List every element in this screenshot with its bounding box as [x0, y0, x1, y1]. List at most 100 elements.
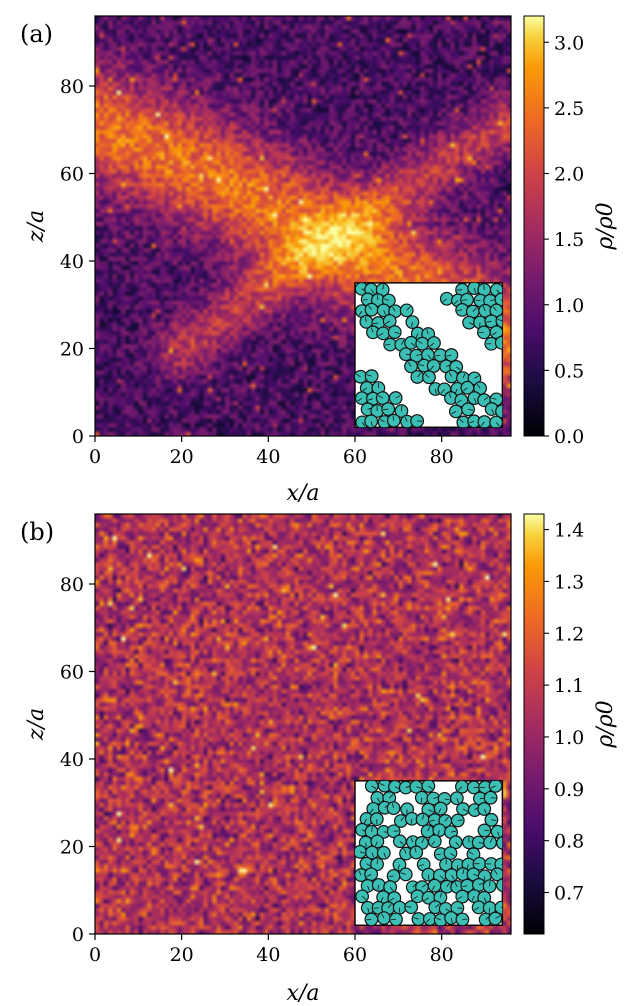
inset-particle-orientation: [399, 840, 404, 845]
inset-particle-orientation: [358, 310, 363, 316]
inset-particle-orientation: [392, 306, 396, 312]
inset-particle-orientation: [490, 785, 496, 789]
inset-particle-orientation: [468, 851, 474, 855]
inset-particle-orientation: [428, 809, 434, 813]
inset-particle-orientation: [407, 361, 412, 367]
inset-particle-orientation: [383, 298, 389, 301]
inset-particle-orientation: [501, 863, 503, 866]
x-tick-label: 60: [343, 944, 367, 966]
inset-particle-orientation: [425, 918, 431, 923]
inset-particle-orientation: [415, 333, 419, 339]
inset-particle-orientation: [480, 421, 485, 427]
x-tick-label: 0: [89, 944, 101, 966]
inset-particle-orientation: [376, 797, 381, 803]
inset-particle-orientation: [501, 299, 503, 303]
inset-particle-orientation: [387, 903, 392, 909]
colorbar-tick-label: 1.1: [554, 675, 584, 697]
colorbar-tick-label: 0.8: [554, 831, 584, 853]
inset-particle-orientation: [456, 399, 462, 404]
colorbar-tick-label: 0.7: [554, 883, 584, 905]
inset-particle-orientation: [369, 808, 374, 814]
inset-particle-orientation: [385, 320, 390, 325]
colorbar-tick-label: 2.5: [554, 98, 584, 120]
inset-particle-orientation: [371, 852, 375, 858]
colorbar-label-a: ρ/ρ0: [593, 202, 618, 250]
inset-particle-orientation: [388, 794, 394, 799]
inset-particle-orientation: [410, 818, 413, 824]
x-tick-label: 40: [256, 944, 280, 966]
inset-particle-orientation: [436, 917, 441, 921]
inset-particle-orientation: [474, 397, 477, 403]
inset-particle: [415, 336, 430, 351]
inset-particle-orientation: [392, 415, 395, 421]
inset-particle-orientation: [431, 840, 436, 846]
inset-b: [354, 780, 504, 926]
colorbar-tick-label: 1.4: [554, 520, 584, 542]
inset-particle-orientation: [462, 869, 465, 875]
inset-particle-orientation: [358, 870, 362, 876]
ylabel-a: z/a: [24, 210, 49, 243]
inset-particle-orientation: [478, 882, 484, 886]
inset-particle-orientation: [427, 354, 432, 360]
inset-particle-orientation: [482, 305, 486, 311]
inset-particle-orientation: [483, 396, 489, 401]
inset-particle: [448, 404, 463, 419]
inset-particle-orientation: [462, 885, 468, 888]
x-axis-b: 0 20 40 60 80: [89, 934, 454, 966]
inset-particle-orientation: [492, 306, 497, 311]
inset-particle: [364, 867, 379, 882]
inset-particle-orientation: [362, 299, 368, 301]
inset-particle-orientation: [473, 288, 476, 294]
inset-particle-orientation: [421, 838, 425, 844]
inset-particle-orientation: [391, 803, 394, 809]
inset-particle: [427, 834, 442, 849]
inset-particle-orientation: [455, 841, 460, 847]
inset-particle-orientation: [379, 783, 385, 787]
y-tick-label: 20: [60, 837, 84, 859]
inset-particle-orientation: [486, 320, 492, 323]
inset-particle-orientation: [445, 908, 451, 912]
inset-particle-orientation: [476, 383, 481, 389]
inset-particle-orientation: [400, 816, 405, 822]
inset-particle-orientation: [489, 837, 493, 843]
inset-particle-orientation: [383, 310, 387, 316]
inset-particle-orientation: [458, 786, 463, 791]
inset-particle: [496, 836, 503, 850]
inset-particle-orientation: [403, 848, 407, 854]
inset-particle-orientation: [454, 882, 458, 888]
inset-particle-orientation: [440, 892, 442, 898]
inset-particle-orientation: [491, 397, 497, 400]
inset-particle-orientation: [416, 353, 422, 357]
colorbar-b: [523, 513, 545, 935]
inset-particle-orientation: [429, 819, 435, 822]
inset-particle-orientation: [367, 885, 370, 891]
inset-particle-orientation: [467, 408, 474, 411]
x-tick-label: 80: [430, 446, 454, 468]
inset-particle: [488, 780, 503, 793]
inset-particle-orientation: [379, 419, 385, 423]
colorbar-tick-label: 0.9: [554, 779, 584, 801]
colorbar-a: [523, 15, 545, 437]
inset-particle-orientation: [410, 342, 416, 347]
y-axis-a: 0 20 40 60 80: [60, 76, 95, 448]
inset-particle-orientation: [367, 907, 370, 913]
inset-particle-orientation: [366, 374, 372, 377]
inset-particle-orientation: [457, 309, 463, 311]
inset-particle-orientation: [427, 874, 430, 880]
inset-particle-orientation: [419, 364, 425, 367]
inset-particle-orientation: [366, 863, 372, 867]
inset-particle-orientation: [361, 896, 367, 900]
inset-a: [354, 282, 504, 428]
y-tick-label: 60: [60, 662, 84, 684]
inset-particle-orientation: [381, 913, 385, 919]
inset-particle-orientation: [420, 797, 423, 803]
inset-particle-orientation: [394, 331, 400, 335]
inset-particle-orientation: [375, 841, 378, 847]
inset-particle-orientation: [459, 418, 464, 423]
inset-particle-orientation: [382, 284, 384, 290]
colorbar-tick-label: 0.0: [554, 426, 584, 448]
inset-particle-orientation: [442, 298, 448, 303]
inset-particle-orientation: [417, 340, 423, 345]
inset-particle-orientation: [457, 907, 463, 909]
